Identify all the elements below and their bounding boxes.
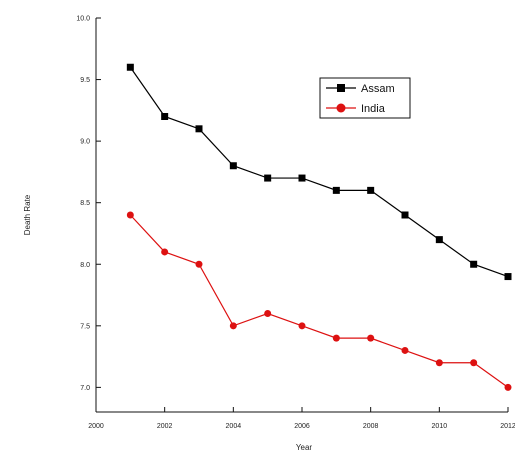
y-tick-label: 9.0 <box>80 139 90 146</box>
legend-label-assam: Assam <box>361 83 395 95</box>
data-point-india <box>195 260 203 268</box>
data-point-assam <box>229 162 237 170</box>
data-point-assam <box>195 125 203 133</box>
data-point-assam <box>126 63 134 71</box>
data-point-india <box>264 310 272 317</box>
series-layer <box>126 63 512 391</box>
x-tick-label: 2012 <box>500 423 515 430</box>
y-axis-title: Death Rate <box>23 194 32 235</box>
data-point-india <box>435 359 443 367</box>
x-tick-label: 2008 <box>363 423 379 430</box>
legend-label-india: India <box>361 103 386 115</box>
x-axis-title: Year <box>296 443 313 452</box>
x-tick-label: 2006 <box>294 423 310 430</box>
y-tick-label: 8.0 <box>80 262 90 269</box>
data-point-india <box>126 211 134 219</box>
data-point-assam <box>161 113 169 120</box>
x-tick-label: 2000 <box>88 423 104 430</box>
data-point-assam <box>367 186 375 194</box>
y-tick-label: 10.0 <box>76 16 90 23</box>
data-point-india <box>298 322 306 330</box>
y-tick-label: 9.5 <box>80 77 90 84</box>
data-point-assam <box>401 211 409 219</box>
x-axis: 2000 2002 2004 2006 2008 2010 2012 <box>88 407 515 430</box>
data-point-assam <box>298 174 306 182</box>
x-tick-label: 2002 <box>157 423 173 430</box>
data-point-assam <box>470 260 478 268</box>
x-tick-label: 2004 <box>226 423 242 430</box>
data-point-india <box>332 334 340 342</box>
data-point-india <box>161 248 169 256</box>
y-tick-label: 7.0 <box>80 385 90 392</box>
data-point-assam <box>332 186 340 194</box>
legend-box <box>319 77 411 119</box>
y-tick-label: 8.5 <box>80 200 90 207</box>
x-tick-label: 2010 <box>432 423 448 430</box>
series-line-india <box>129 214 509 388</box>
data-point-assam <box>504 273 512 281</box>
legend-marker-assam <box>337 84 345 92</box>
data-point-india <box>470 359 478 367</box>
y-tick-label: 7.5 <box>80 323 90 330</box>
data-point-assam <box>264 174 272 182</box>
data-point-india <box>401 346 409 354</box>
data-point-india <box>229 322 237 330</box>
data-point-india <box>504 383 512 391</box>
data-point-assam <box>435 236 443 244</box>
y-axis: 7.0 7.5 8.0 8.5 9.0 9.5 10.0 <box>76 16 101 392</box>
legend-marker-india <box>336 103 346 113</box>
series-line-assam <box>129 66 509 278</box>
plot-frame <box>95 18 508 413</box>
legend: Assam India <box>319 77 411 119</box>
data-point-india <box>367 334 375 342</box>
